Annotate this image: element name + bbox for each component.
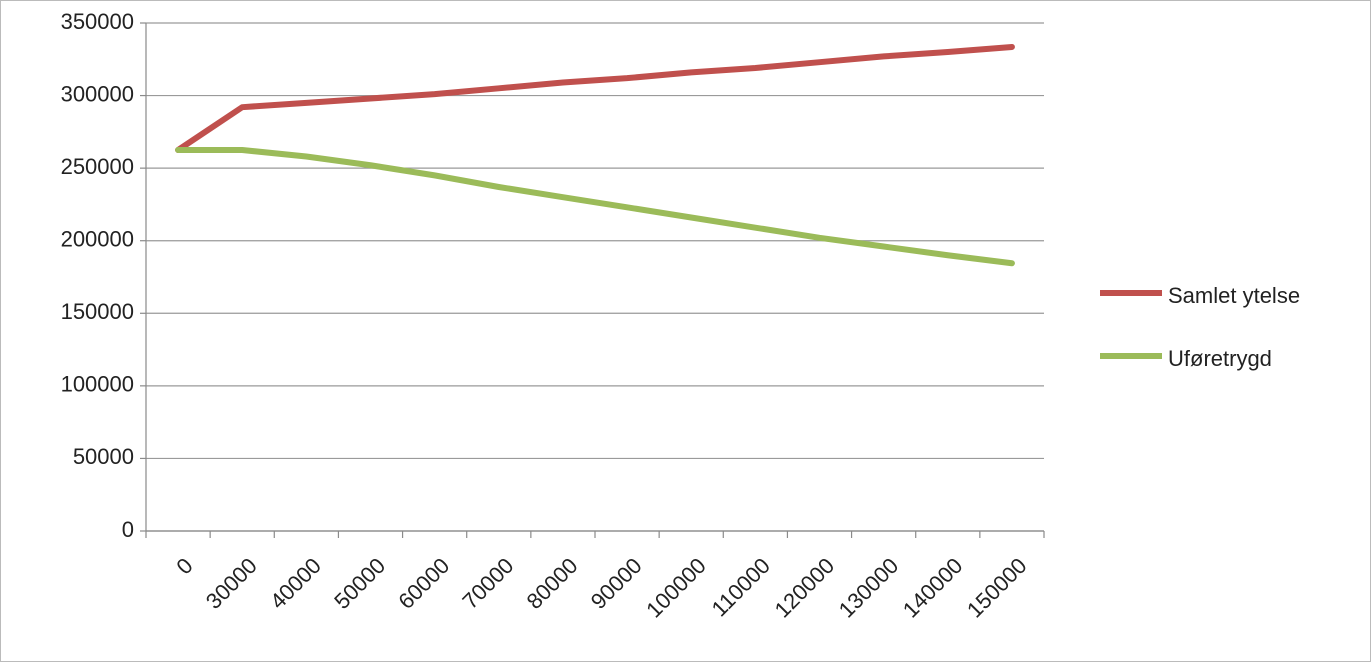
legend-label: Samlet ytelse [1168,283,1300,308]
y-tick-label: 0 [122,517,134,542]
legend-label: Uføretrygd [1168,346,1272,371]
y-tick-label: 150000 [61,299,134,324]
y-tick-label: 300000 [61,81,134,106]
y-tick-label: 350000 [61,9,134,34]
y-tick-label: 250000 [61,154,134,179]
y-tick-label: 50000 [73,444,134,469]
series-line [175,43,1015,153]
y-tick-label: 200000 [61,227,134,252]
y-tick-label: 100000 [61,372,134,397]
series-line [175,147,1015,267]
